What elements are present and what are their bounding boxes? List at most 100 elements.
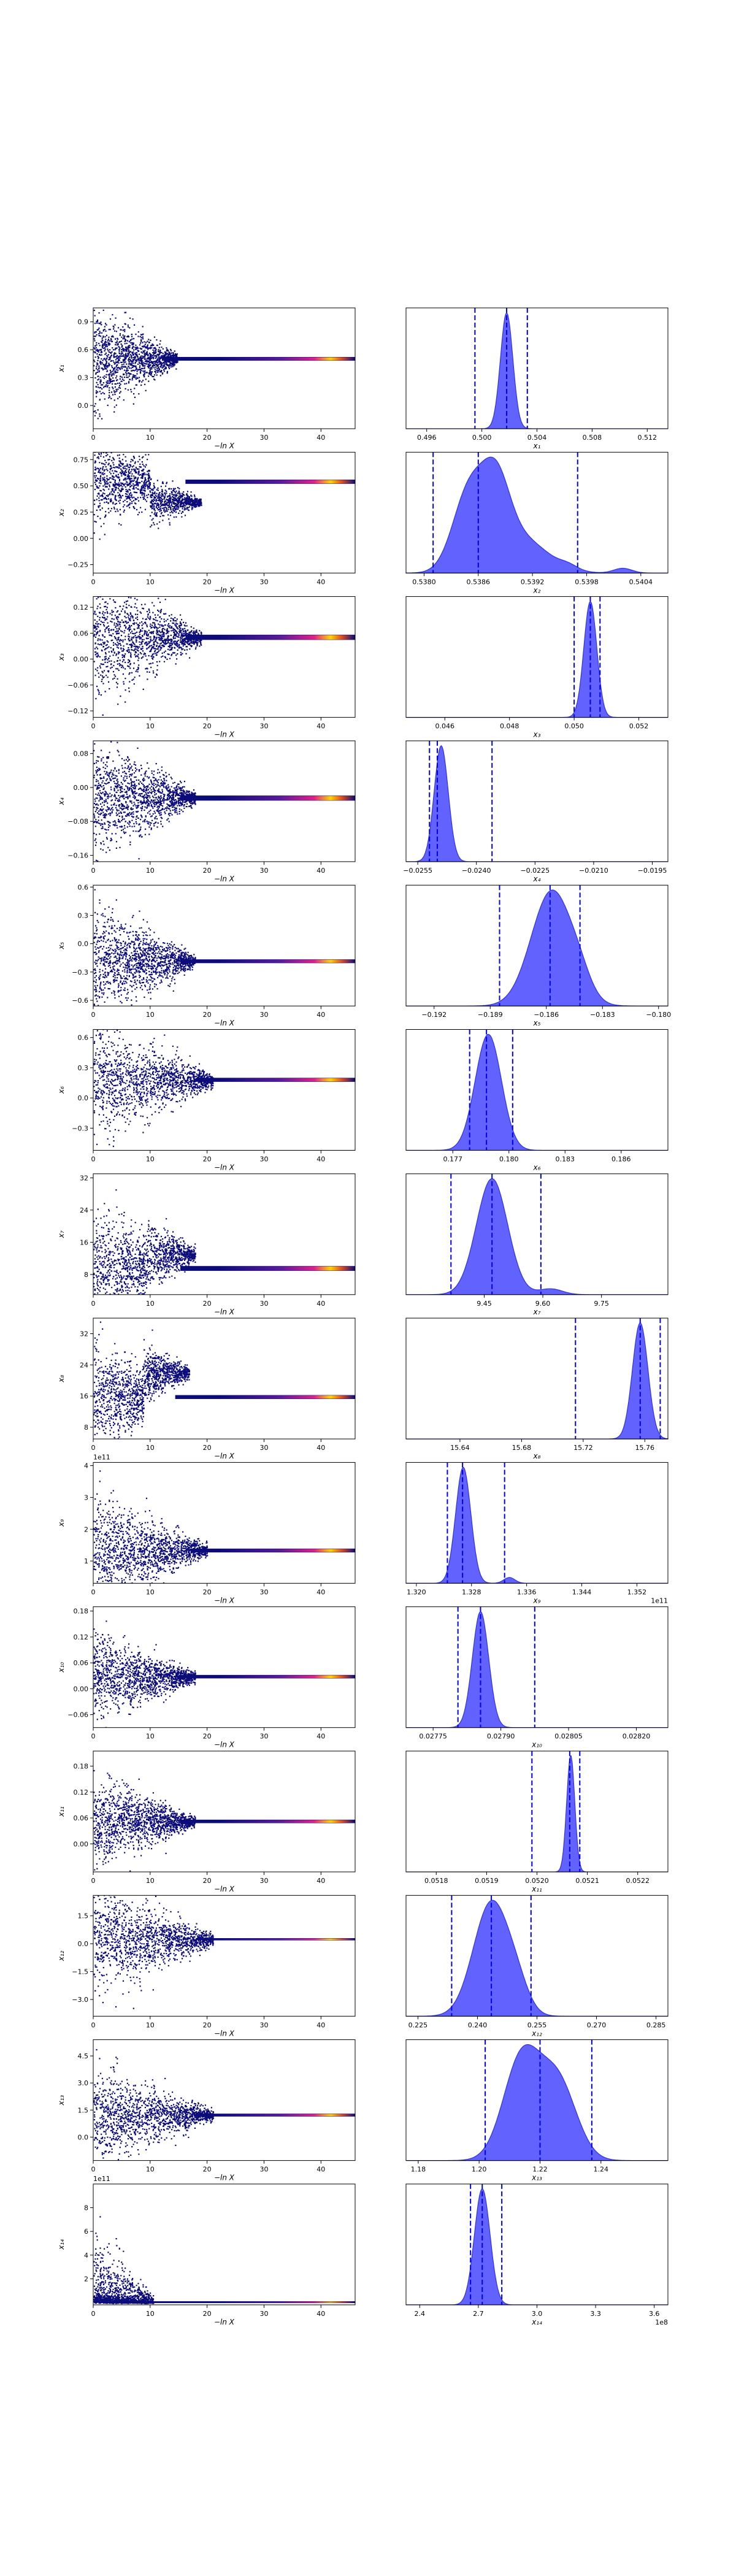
y-axis-label: x₅	[57, 942, 66, 950]
x-tick-label: 0.048	[500, 723, 519, 730]
y-tick-label: 3.0	[78, 2079, 89, 2087]
x-tick-label: 30	[259, 867, 268, 875]
y-tick-label: −0.08	[67, 818, 88, 826]
y-tick-label: 0.18	[74, 1763, 89, 1771]
x-axis-label: −ln X	[214, 875, 235, 883]
posterior-panel-3: 0.046 0.048 0.050 0.052 x₃	[405, 596, 669, 739]
trace-scatter-points	[93, 889, 196, 1006]
x-axis-label: x₆	[533, 1163, 541, 1172]
x-tick-label: 40	[316, 1156, 325, 1163]
x-axis-label: −ln X	[214, 1452, 235, 1460]
y-tick-label: 0.06	[74, 629, 89, 637]
x-tick-label: 0.180	[499, 1156, 519, 1163]
x-tick-label: 30	[259, 1300, 268, 1308]
x-tick-label: 0.186	[611, 1156, 631, 1163]
x-tick-label: 40	[316, 1011, 325, 1019]
x-tick-label: 10	[146, 1877, 155, 1885]
x-tick-label: 30	[259, 1156, 268, 1163]
trace-panel-12: 0 10 20 30 40 −3.0 −1.5 0.0 1.5 −ln X x₁₂	[57, 1895, 356, 2037]
y-tick-label: 0.08	[74, 750, 89, 758]
y-tick-label: 6	[84, 2228, 88, 2236]
posterior-density	[406, 2188, 668, 2306]
x-tick-label: 20	[203, 2310, 212, 2318]
y-tick-label: 1	[84, 1557, 88, 1565]
x-tick-label: 9.60	[535, 1300, 551, 1308]
x-tick-label: 40	[316, 1300, 325, 1308]
trace-scatter-points	[93, 1895, 214, 2009]
x-tick-label: 40	[316, 2166, 325, 2174]
x-tick-label: 0.255	[527, 2021, 547, 2029]
axes-frame	[93, 1895, 356, 2017]
y-axis-label: x₈	[57, 1374, 66, 1382]
x-axis-label: x₁₃	[531, 2174, 542, 2182]
posterior-density	[406, 2044, 668, 2161]
x-tick-label: 10	[146, 2021, 155, 2029]
x-tick-label: 3.3	[590, 2310, 601, 2318]
posterior-density	[406, 745, 668, 862]
y-tick-label: 0.0	[78, 1094, 89, 1102]
x-tick-label: 20	[203, 2166, 212, 2174]
x-tick-label: 1.20	[472, 2166, 487, 2174]
trace-scatter-points	[93, 1470, 209, 1584]
x-tick-label: 1.22	[532, 2166, 548, 2174]
trace-weight-band	[218, 1395, 355, 1399]
posterior-density	[406, 600, 668, 718]
y-tick-label: 8	[84, 1424, 88, 1432]
x-tick-label: 20	[203, 1300, 212, 1308]
x-tick-label: 30	[259, 723, 268, 730]
x-tick-label: 30	[259, 1877, 268, 1885]
x-tick-label: 20	[203, 1156, 212, 1163]
x-tick-label: 0.5392	[521, 578, 545, 586]
x-tick-label: 0.0520	[525, 1877, 549, 1885]
y-tick-label: 0.06	[74, 1814, 89, 1822]
axes-frame	[405, 1462, 669, 1584]
x-tick-label: 40	[316, 434, 325, 442]
x-tick-label: 0	[91, 2021, 96, 2029]
x-axis-label: x₈	[533, 1452, 541, 1460]
x-axis-label: −ln X	[214, 1308, 235, 1316]
trace-scatter-points	[93, 596, 202, 716]
y-tick-label: 0.50	[74, 482, 89, 490]
x-tick-label: 10	[146, 2166, 155, 2174]
axes-frame	[405, 1317, 669, 1439]
trace-points	[93, 596, 355, 716]
axes-frame	[93, 1173, 356, 1295]
x-tick-label: −0.0240	[462, 867, 491, 875]
trace-panel-11: 0 10 20 30 40 0.00 0.06 0.12 0.18 −ln X x₁₁	[57, 1750, 356, 1893]
y-tick-label: 0.9	[78, 318, 89, 326]
x-tick-label: 0.225	[408, 2021, 428, 2029]
posterior-panel-2: 0.5380 0.5386 0.5392 0.5398 0.5404 x₂	[405, 451, 669, 594]
x-tick-label: 9.45	[477, 1300, 492, 1308]
axes-frame	[405, 740, 669, 862]
x-tick-label: 0.504	[527, 434, 547, 442]
trace-points	[93, 2216, 355, 2304]
trace-weight-band	[218, 1675, 355, 1678]
trace-panel-13: 0 10 20 30 40 0.0 1.5 3.0 4.5 −ln X x₁₃	[57, 2039, 356, 2182]
x-tick-label: 10	[146, 1733, 155, 1741]
axes-frame	[93, 596, 356, 718]
trace-panel-6: 0 10 20 30 40 −0.3 0.0 0.3 0.6 −ln X x₆	[57, 1029, 356, 1172]
x-tick-label: 10	[146, 867, 155, 875]
trace-weight-band	[218, 795, 355, 800]
x-tick-label: 0.5386	[467, 578, 491, 586]
axes-frame	[405, 1173, 669, 1295]
x-tick-label: 0.5404	[629, 578, 653, 586]
x-tick-label: 1.24	[594, 2166, 609, 2174]
x-tick-label: 30	[259, 1588, 268, 1596]
trace-scatter-points	[93, 2049, 215, 2161]
posterior-panel-8: 15.64 15.68 15.72 15.76 x₈	[405, 1317, 669, 1460]
y-tick-label: −0.3	[72, 968, 88, 976]
trace-scatter-points	[93, 309, 178, 420]
x-tick-label: 20	[203, 867, 212, 875]
trace-points	[93, 1029, 355, 1148]
y-tick-label: 8	[84, 1271, 88, 1279]
x-tick-label: 9.75	[594, 1300, 609, 1308]
x-tick-label: 0	[91, 1588, 96, 1596]
y-tick-label: 0.3	[78, 374, 89, 382]
trace-scatter-points	[93, 452, 202, 540]
x-tick-label: 30	[259, 1011, 268, 1019]
x-tick-label: 1.328	[462, 1588, 481, 1596]
axes-frame	[93, 1029, 356, 1151]
y-tick-label: −0.25	[67, 561, 88, 569]
y-tick-label: 0.6	[78, 346, 89, 354]
